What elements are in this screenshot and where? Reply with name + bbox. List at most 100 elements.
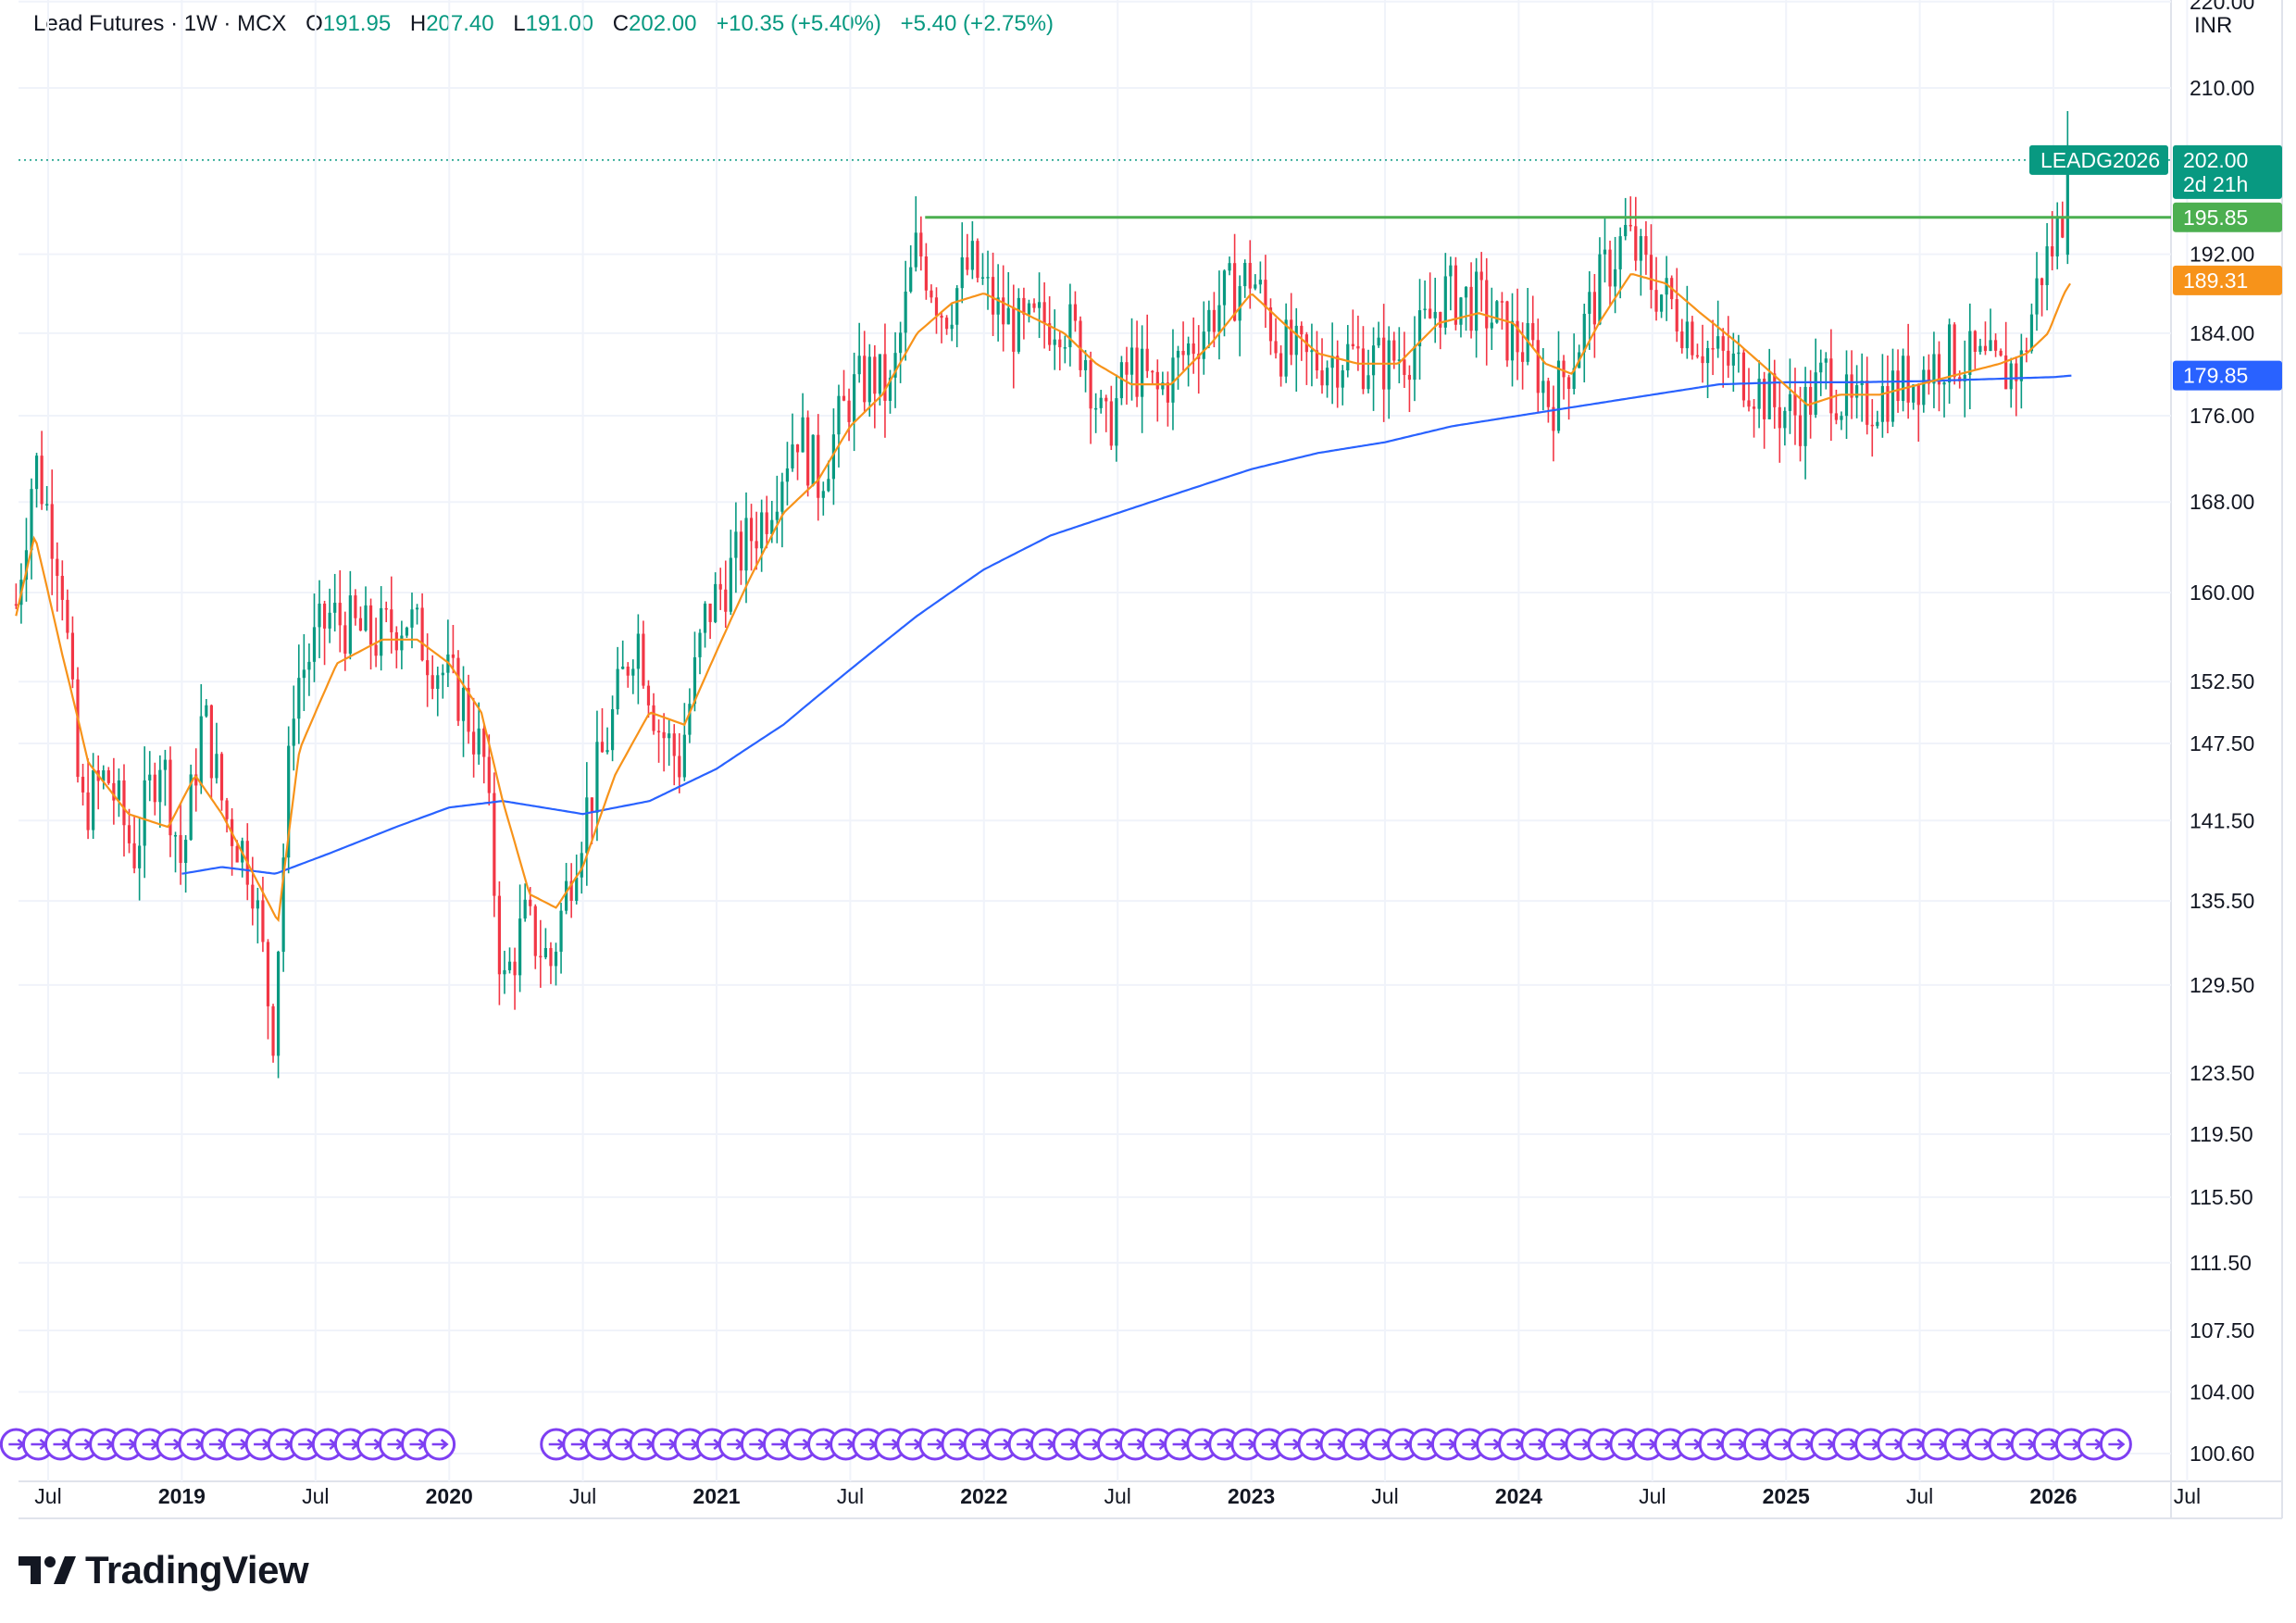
open-value: 191.95 (322, 11, 392, 36)
candle-body (1603, 249, 1607, 255)
candle-body (1556, 360, 1561, 431)
candle-body (631, 668, 635, 676)
candle-body (806, 417, 810, 486)
candle-body (533, 905, 537, 956)
candle-body (1330, 356, 1334, 368)
candle-body (1151, 370, 1154, 373)
candle-body (199, 716, 203, 786)
event-markers[interactable] (0, 1428, 2132, 1461)
candle-body (1475, 271, 1479, 331)
candle-body (1675, 299, 1678, 332)
candle-body (34, 456, 39, 490)
candle-body (1896, 370, 1900, 402)
candle-body (795, 444, 800, 453)
candle-body (1413, 346, 1416, 381)
candle-body (1628, 224, 1632, 227)
y-tick-label: 104.00 (2190, 1380, 2254, 1404)
candle-body (70, 632, 75, 680)
candle-body (1680, 331, 1684, 349)
candle-body (1006, 307, 1010, 325)
candle-body (1880, 386, 1884, 422)
x-tick-label: 2020 (426, 1484, 473, 1508)
candle-body (1155, 371, 1159, 390)
price-marker-bg (2173, 265, 2282, 295)
symbol-title[interactable]: Lead Futures · 1W · MCX (33, 11, 287, 36)
candle-body (251, 884, 255, 909)
candle-body (1053, 339, 1056, 345)
candle-body (66, 599, 69, 633)
candle-body (127, 825, 131, 843)
candle-body (1063, 347, 1067, 349)
candle-body (513, 961, 517, 976)
countdown-label: 2d 21h (2183, 172, 2248, 196)
candle-body (384, 607, 388, 610)
candle-body (1778, 406, 1781, 429)
candle-body (380, 607, 383, 656)
candle-body (348, 595, 352, 655)
candle-body (1495, 301, 1499, 323)
candle-body (215, 754, 218, 779)
candle-body (477, 728, 480, 755)
y-tick-label: 107.50 (2190, 1318, 2254, 1342)
candle-body (194, 774, 198, 786)
candle-body (60, 576, 64, 600)
candle-body (1916, 384, 1920, 406)
change-value: +10.35 (+5.40%) (716, 11, 881, 36)
candle-body (2025, 350, 2028, 352)
candle-body (842, 395, 846, 401)
candle-body (1141, 348, 1144, 397)
x-tick-label: 2021 (693, 1484, 740, 1508)
candle-body (1685, 321, 1689, 349)
candle-body (86, 792, 90, 830)
y-tick-label: 119.50 (2190, 1122, 2253, 1146)
candle-body (1536, 340, 1540, 393)
candle-body (1870, 424, 1874, 427)
candle-body (1423, 308, 1427, 311)
candle-body (328, 612, 331, 629)
candle-body (507, 961, 512, 970)
candle-body (1258, 280, 1262, 285)
candle-body (1659, 294, 1664, 312)
candle-body (1902, 356, 1905, 402)
candle-body (1731, 353, 1735, 366)
candle-body (1351, 343, 1354, 346)
candle-body (1588, 292, 1591, 314)
candle-body (1989, 340, 1992, 352)
candle-body (1315, 350, 1319, 371)
close-label: C (612, 11, 630, 36)
candle-body (173, 835, 178, 837)
candles (14, 110, 2069, 1079)
candle-body (158, 769, 162, 803)
candle-body (1403, 359, 1406, 375)
candle-body (1012, 307, 1016, 352)
candle-body (1649, 255, 1653, 291)
tradingview-logo[interactable]: TradingView (19, 1548, 309, 1592)
high-label: H (409, 11, 427, 36)
arrow-right-icon (431, 1439, 449, 1450)
candle-body (1366, 375, 1370, 390)
candle-body (2065, 159, 2069, 256)
candle-body (1727, 350, 1730, 366)
candle-body (1048, 323, 1052, 345)
candle-body (605, 750, 609, 753)
candle-body (549, 947, 553, 967)
candle-body (1356, 345, 1360, 349)
x-tick-label: Jul (1371, 1484, 1398, 1508)
candle-body (1824, 358, 1828, 363)
candle-body (2061, 218, 2065, 238)
candle-body (1737, 352, 1741, 355)
candle-body (1119, 362, 1124, 399)
candle-body (1264, 280, 1267, 308)
candle-body (986, 277, 990, 279)
candle-body (1890, 370, 1895, 422)
candle-body (914, 232, 917, 268)
candle-body (559, 910, 563, 952)
currency-label[interactable]: INR (2194, 13, 2233, 38)
candle-body (1464, 286, 1468, 298)
candle-body (14, 604, 18, 606)
candle-body (338, 603, 342, 626)
candle-body (117, 780, 121, 801)
x-tick-label: 2023 (1228, 1484, 1275, 1508)
candle-body (1572, 368, 1576, 390)
